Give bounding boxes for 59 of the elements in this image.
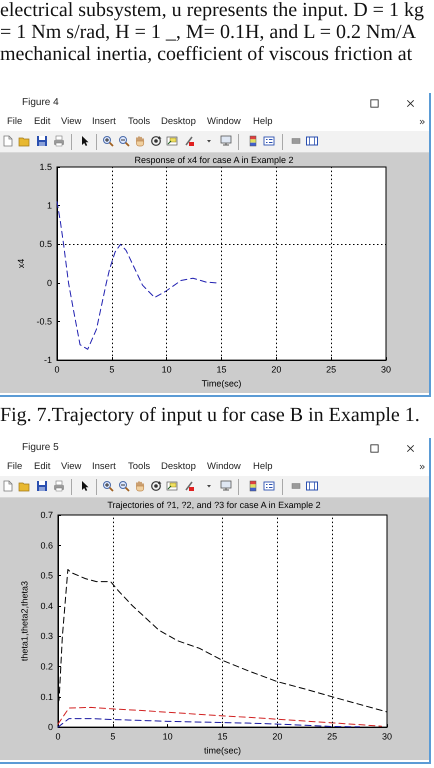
text: Edit bbox=[34, 116, 50, 127]
caption: Figure 4 bbox=[22, 97, 59, 108]
y-tick-label: 1 bbox=[46, 200, 52, 211]
y-tick-label: -0.5 bbox=[36, 316, 52, 326]
chart-title: Trajectories of ?1, ?2, and ?3 for case A in Example 2 bbox=[107, 500, 321, 510]
x-tick-label: 25 bbox=[327, 732, 338, 742]
y-tick-label: 1.5 bbox=[39, 162, 52, 172]
chart-title: Response of x4 for case A in Example 2 bbox=[134, 155, 294, 165]
text: View bbox=[61, 461, 82, 472]
x-tick-label: 10 bbox=[162, 732, 173, 742]
y-tick-label: 0.4 bbox=[40, 600, 53, 611]
y-axis-title: theta1,theta2,theta3 bbox=[20, 581, 30, 662]
line-series bbox=[58, 718, 360, 728]
text: Window bbox=[207, 461, 241, 472]
y-tick-label: 0.5 bbox=[40, 570, 53, 581]
y-tick-label: 0.3 bbox=[40, 631, 53, 642]
y-tick-label: -1 bbox=[44, 355, 52, 366]
text: File bbox=[7, 461, 22, 472]
text: Tools bbox=[128, 461, 150, 472]
text: Desktop bbox=[161, 116, 196, 127]
x-tick-label: 5 bbox=[110, 732, 116, 742]
text: = 1 Nm s/rad, H = 1 _, M= 0.1H, and L = 0.2 Nm/A bbox=[0, 21, 416, 43]
x-tick-label: 0 bbox=[54, 364, 60, 375]
y-tick-label: 0.5 bbox=[39, 239, 52, 250]
x-axis-title: Time(sec) bbox=[202, 378, 242, 388]
text: mechanical inertia, coefficient of viscous friction at bbox=[0, 43, 412, 65]
text: Desktop bbox=[161, 461, 196, 472]
x-tick-label: 10 bbox=[162, 364, 172, 375]
x-tick-label: 20 bbox=[271, 364, 282, 375]
x-tick-label: 0 bbox=[55, 732, 61, 742]
x-axis-title: time(sec) bbox=[204, 746, 242, 756]
x-tick-label: 5 bbox=[109, 364, 114, 375]
x-tick-label: 30 bbox=[382, 732, 392, 742]
x-tick-label: 25 bbox=[326, 364, 336, 375]
y-tick-label: 0.1 bbox=[40, 692, 53, 702]
text: Insert bbox=[92, 116, 116, 127]
x-tick-label: 30 bbox=[380, 364, 392, 375]
y-tick-label: 0.2 bbox=[40, 662, 53, 672]
text: Help bbox=[253, 461, 273, 472]
caption: Fig. 7.Trajectory of input u for case B in Example 1. bbox=[0, 403, 420, 427]
text: File bbox=[7, 116, 22, 127]
text: Insert bbox=[92, 461, 116, 472]
y-axis-title: x4 bbox=[16, 258, 26, 268]
text: electrical subsystem, u represents the input. D = 1 kg bbox=[0, 0, 424, 21]
text: View bbox=[61, 116, 82, 127]
y-tick-label: 0.6 bbox=[40, 540, 53, 550]
caption: Figure 5 bbox=[22, 442, 59, 453]
text: Help bbox=[253, 116, 273, 127]
text: Window bbox=[207, 116, 241, 127]
x-tick-label: 15 bbox=[216, 364, 227, 375]
line-series bbox=[58, 706, 382, 727]
text: Tools bbox=[128, 116, 150, 127]
x-tick-label: 15 bbox=[217, 732, 228, 742]
line-series bbox=[56, 201, 217, 350]
text: Edit bbox=[34, 461, 50, 472]
x-tick-label: 20 bbox=[272, 732, 282, 742]
y-tick-label: 0 bbox=[48, 722, 53, 732]
y-tick-label: 0 bbox=[46, 278, 52, 288]
y-tick-label: 0.7 bbox=[40, 510, 53, 520]
